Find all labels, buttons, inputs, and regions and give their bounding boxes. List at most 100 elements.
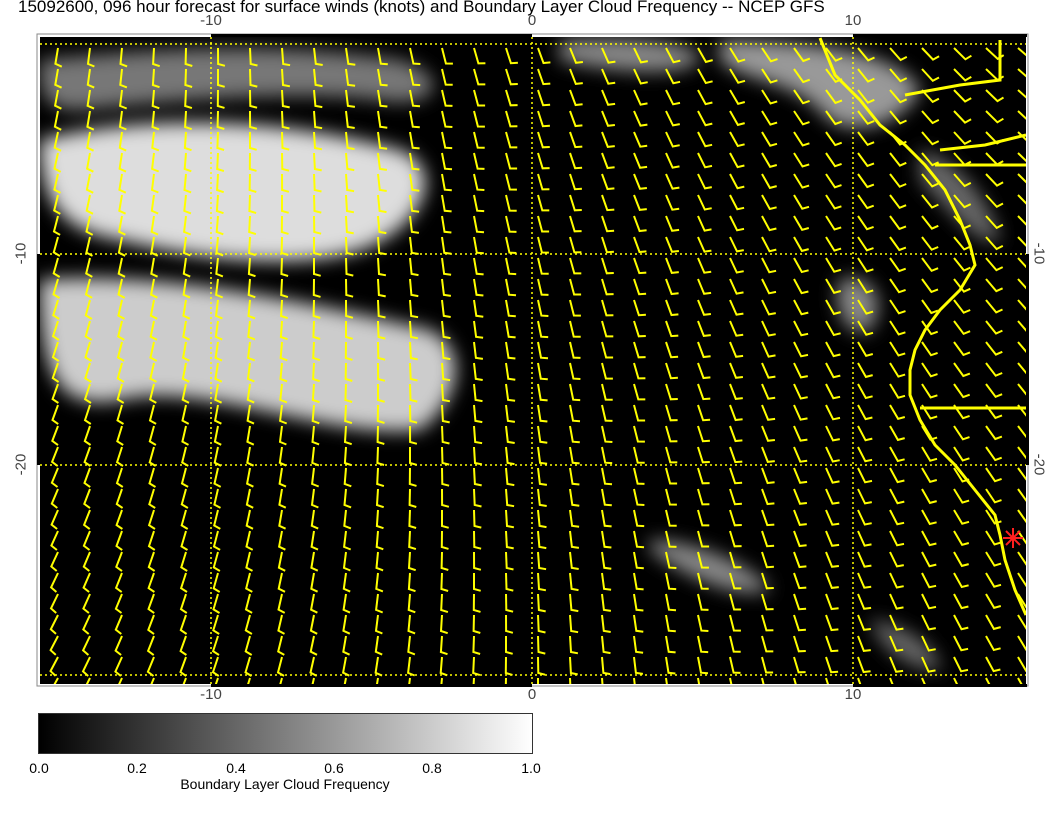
wind-barb <box>473 362 483 381</box>
wind-barb <box>342 593 351 614</box>
wind-barb <box>343 509 352 530</box>
wind-barb <box>50 509 59 530</box>
wind-barb <box>117 257 126 278</box>
wind-barb <box>729 572 742 590</box>
wind-barb <box>473 446 483 466</box>
wind-barb <box>151 68 160 89</box>
wind-barb <box>505 593 514 613</box>
wind-barb <box>408 677 411 684</box>
wind-barb <box>697 677 701 684</box>
wind-barb <box>441 341 451 361</box>
wind-barb <box>697 236 712 253</box>
wind-barb <box>505 530 514 550</box>
wind-barb <box>375 572 384 593</box>
wind-barb <box>118 677 123 684</box>
wind-barb <box>665 341 679 359</box>
wind-barb <box>49 572 59 593</box>
wind-barb <box>537 446 548 465</box>
wind-barb <box>278 509 287 530</box>
wind-barb <box>633 194 647 211</box>
wind-barb <box>921 593 937 610</box>
wind-barb <box>179 593 188 614</box>
wind-barb <box>249 132 257 151</box>
wind-barb <box>537 530 547 550</box>
wind-barb <box>569 572 579 592</box>
wind-barb <box>309 593 318 614</box>
wind-barb <box>537 614 546 634</box>
wind-barb <box>473 341 484 360</box>
wind-barb <box>213 404 222 425</box>
wind-barb <box>857 467 873 484</box>
wind-barb <box>761 257 777 274</box>
wind-barb <box>180 530 189 551</box>
wind-barb <box>569 614 579 634</box>
wind-barb <box>1017 362 1026 375</box>
wind-barb <box>761 446 775 463</box>
wind-barb <box>889 278 906 294</box>
wind-barb <box>889 320 906 336</box>
wind-barb <box>601 278 614 296</box>
wind-barb <box>345 194 355 214</box>
wind-barb <box>537 635 546 655</box>
wind-barb <box>857 572 872 589</box>
wind-barb <box>147 551 156 572</box>
wind-barb <box>825 530 840 547</box>
wind-barb <box>50 551 59 572</box>
colorbar-label: 0.8 <box>422 760 442 776</box>
wind-barb <box>248 215 257 236</box>
wind-barb <box>473 488 482 508</box>
wind-barb <box>537 467 548 486</box>
wind-barb <box>569 110 583 128</box>
wind-barb <box>85 194 94 215</box>
wind-barb <box>665 89 681 106</box>
wind-barb <box>665 131 680 148</box>
wind-barb <box>311 383 320 404</box>
wind-barb <box>505 278 517 297</box>
wind-barb <box>633 68 648 85</box>
lon-tick-top: -10 <box>200 12 222 29</box>
wind-barb <box>246 404 255 425</box>
wind-barb <box>857 530 872 547</box>
wind-barb <box>985 110 1004 124</box>
wind-barb <box>409 152 420 171</box>
wind-barb <box>729 677 733 684</box>
wind-barb <box>505 362 516 381</box>
wind-barb <box>473 110 485 128</box>
wind-barb <box>245 467 254 488</box>
wind-barb <box>247 341 256 362</box>
wind-barb <box>921 635 936 652</box>
wind-barb <box>505 152 518 170</box>
wind-barb <box>665 635 676 654</box>
wind-barb <box>312 299 321 319</box>
wind-barb <box>889 614 904 631</box>
wind-barb <box>537 173 550 191</box>
wind-barb <box>313 173 322 193</box>
wind-barb <box>439 656 448 677</box>
wind-barb <box>921 467 938 483</box>
wind-barb <box>147 509 156 530</box>
wind-barb <box>214 299 223 320</box>
wind-barb <box>665 572 677 591</box>
wind-barb <box>281 47 291 67</box>
wind-barb <box>537 320 549 339</box>
wind-barb <box>985 677 991 684</box>
wind-barb <box>633 278 647 296</box>
wind-barb <box>1017 446 1026 460</box>
wind-barb <box>441 467 450 487</box>
wind-barb <box>146 635 155 656</box>
wind-barb <box>115 446 124 467</box>
wind-barb <box>729 215 745 232</box>
wind-barb <box>150 236 159 257</box>
wind-barb <box>279 362 288 383</box>
wind-barb <box>793 572 807 590</box>
wind-barb <box>889 152 907 167</box>
wind-barb <box>409 425 418 445</box>
wind-barb <box>1017 635 1026 651</box>
wind-barb <box>248 173 257 193</box>
wind-barb <box>633 257 647 275</box>
wind-barb <box>761 131 778 147</box>
wind-barb <box>280 236 289 256</box>
wind-barb <box>857 299 874 315</box>
wind-barb <box>985 614 1001 631</box>
wind-barb <box>665 152 680 169</box>
